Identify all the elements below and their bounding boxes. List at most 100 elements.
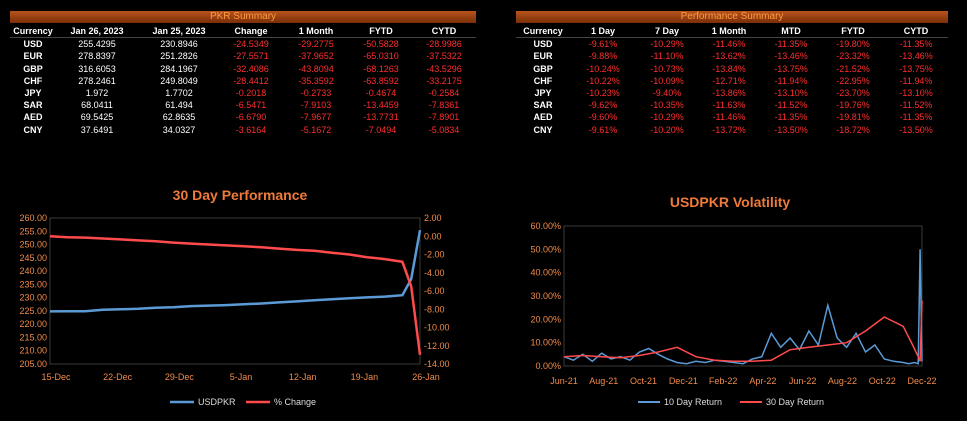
column-header: 7 Day xyxy=(636,25,698,39)
x-tick-label: 29-Dec xyxy=(165,372,195,382)
y-right-tick-label: -12.00 xyxy=(424,341,450,351)
table-cell: -13.46% xyxy=(899,51,933,62)
table-cell: 251.2826 xyxy=(160,51,198,62)
table-cell: 255.4295 xyxy=(78,39,116,50)
x-tick-label: 22-Dec xyxy=(103,372,133,382)
table-cell: 68.0411 xyxy=(81,100,113,111)
table-cell: 284.1967 xyxy=(160,63,198,74)
column-header: CYTD xyxy=(412,25,476,39)
usdpkr-volatility-chart: USDPKR Volatility 60.00% 50.00% 40.00% 30.0… xyxy=(530,194,936,407)
currency-code: GBP xyxy=(533,63,553,74)
table-cell: -28.4412 xyxy=(233,75,269,86)
y-right-tick-label: -10.00 xyxy=(424,323,450,333)
y-left-tick-label: 255.00 xyxy=(19,226,47,236)
table-cell: -13.62% xyxy=(712,51,746,62)
table-cell: 34.0327 xyxy=(162,124,196,135)
table-cell: -13.50% xyxy=(899,124,933,135)
table-cell: 278.8397 xyxy=(78,51,116,62)
currency-code: CHF xyxy=(533,75,553,86)
table-cell: -21.52% xyxy=(836,63,870,74)
currency-code: USD xyxy=(23,39,43,50)
table-cell: -6.5471 xyxy=(235,100,267,111)
table-cell: -35.3592 xyxy=(298,75,334,86)
table-cell: -11.35% xyxy=(899,112,933,123)
table-cell: -9.60% xyxy=(588,112,618,123)
table-cell: -32.4086 xyxy=(233,63,269,74)
performance-summary-title: Performance Summary xyxy=(516,11,948,23)
x-tick-label: 19-Jan xyxy=(351,372,379,382)
x-tick-label: 12-Jan xyxy=(289,372,317,382)
series-line xyxy=(49,229,422,313)
table-cell: -7.8901 xyxy=(428,112,460,123)
y-left-tick-label: 205.00 xyxy=(19,359,47,369)
table-row: JPY -10.23% -9.40% -13.86% -13.10% -23.70% -13… xyxy=(516,87,948,99)
table-cell: 61.494 xyxy=(165,100,193,111)
legend-label: 30 Day Return xyxy=(766,397,824,407)
table-cell: -10.20% xyxy=(650,124,684,135)
table-cell: -9.88% xyxy=(588,51,618,62)
currency-code: SAR xyxy=(533,100,553,111)
table-cell: -10.29% xyxy=(650,39,684,50)
y-left-tick-label: 215.00 xyxy=(19,332,47,342)
table-cell: 249.8049 xyxy=(160,75,198,86)
x-tick-label: 5-Jan xyxy=(230,372,253,382)
y-left-tick-label: 235.00 xyxy=(19,279,47,289)
x-tick-label: Apr-22 xyxy=(749,376,776,386)
table-cell: -23.70% xyxy=(836,88,870,99)
pkr-summary-title: PKR Summary xyxy=(10,11,476,23)
table-cell: -11.35% xyxy=(899,39,933,50)
y-left-tick-label: 230.00 xyxy=(19,293,47,303)
table-cell: -13.86% xyxy=(712,88,746,99)
table-cell: 1.7702 xyxy=(165,88,193,99)
series-line xyxy=(563,249,923,365)
column-header: Currency xyxy=(516,25,570,39)
y-left-tick-label: 240.00 xyxy=(19,266,47,276)
legend-label: 10 Day Return xyxy=(664,397,722,407)
table-cell: -11.46% xyxy=(712,112,746,123)
y-tick-label: 0.00% xyxy=(535,361,561,371)
column-header: 1 Day xyxy=(570,25,636,39)
y-right-tick-label: -6.00 xyxy=(424,286,445,296)
currency-code: CNY xyxy=(23,124,43,135)
x-tick-label: 15-Dec xyxy=(41,372,71,382)
currency-code: EUR xyxy=(23,51,43,62)
table-cell: -23.32% xyxy=(836,51,870,62)
y-left-tick-label: 225.00 xyxy=(19,306,47,316)
legend-label: USDPKR xyxy=(198,397,236,407)
table-row: AED 69.5425 62.8635 -6.6790 -7.9677 -13.7731 -… xyxy=(10,111,476,123)
y-tick-label: 60.00% xyxy=(530,221,561,231)
thirty-day-performance-chart: 30 Day Performance 260.00 255.00 250.00 245… xyxy=(19,187,450,407)
table-cell: -11.35% xyxy=(774,39,808,50)
table-cell: -18.72% xyxy=(836,124,870,135)
x-tick-label: Jun-22 xyxy=(789,376,817,386)
column-header: Jan 26, 2023 xyxy=(56,25,138,39)
table-cell: -29.2775 xyxy=(298,39,334,50)
table-cell: 62.8635 xyxy=(162,112,196,123)
table-row: USD -9.61% -10.29% -11.46% -11.35% -19.80% -11… xyxy=(516,38,948,51)
table-row: CNY 37.6491 34.0327 -3.6164 -5.1672 -7.0494 -5… xyxy=(10,124,476,136)
table-cell: -24.5349 xyxy=(233,39,269,50)
table-cell: -13.72% xyxy=(712,124,746,135)
currency-code: GBP xyxy=(23,63,43,74)
x-tick-label: Aug-21 xyxy=(589,376,618,386)
table-cell: -12.71% xyxy=(712,75,746,86)
table-cell: -13.84% xyxy=(712,63,746,74)
currency-code: JPY xyxy=(24,88,42,99)
x-tick-label: Oct-21 xyxy=(630,376,657,386)
table-cell: -13.4459 xyxy=(363,100,399,111)
table-cell: -5.0834 xyxy=(428,124,460,135)
y-left-tick-label: 245.00 xyxy=(19,253,47,263)
y-right-tick-label: 0.00 xyxy=(424,231,442,241)
table-cell: -11.52% xyxy=(774,100,808,111)
table-cell: -7.9103 xyxy=(300,100,332,111)
table-cell: -50.5828 xyxy=(363,39,399,50)
table-cell: -27.5571 xyxy=(233,51,269,62)
y-right-tick-label: -2.00 xyxy=(424,250,445,260)
table-cell: -10.22% xyxy=(586,75,620,86)
y-right-tick-label: -14.00 xyxy=(424,359,450,369)
table-cell: -33.2175 xyxy=(426,75,462,86)
pkr-summary-table: Currency Jan 26, 2023 Jan 25, 2023 Change 1 … xyxy=(10,25,476,136)
table-row: GBP 316.6053 284.1967 -32.4086 -43.8094 -68.1… xyxy=(10,63,476,75)
table-cell: -10.73% xyxy=(650,63,684,74)
series-line xyxy=(49,235,422,356)
